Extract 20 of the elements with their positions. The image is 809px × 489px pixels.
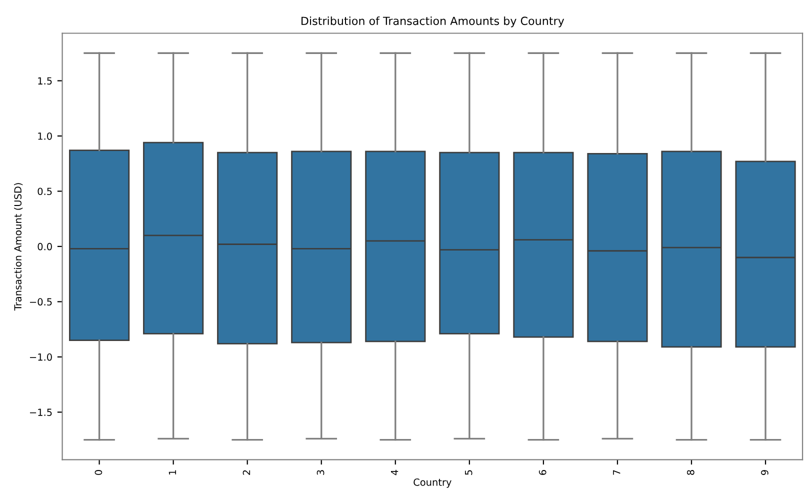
- x-tick-label: 9: [760, 470, 768, 475]
- y-tick-label: 0.5: [38, 188, 52, 196]
- chart-title: Distribution of Transaction Amounts by Country: [302, 16, 564, 28]
- y-tick-label: −1.0: [30, 353, 52, 361]
- y-tick-label: −0.5: [30, 298, 52, 306]
- y-tick-label: 0.0: [38, 242, 52, 250]
- x-tick-label: 6: [538, 470, 546, 475]
- y-tick-label: −1.5: [30, 408, 52, 416]
- x-tick-label: 7: [613, 470, 620, 475]
- x-tick-label: 3: [316, 470, 324, 475]
- x-axis-title: Country: [414, 478, 452, 488]
- x-tick-label: 8: [686, 470, 694, 475]
- x-tick-label: 1: [168, 470, 176, 474]
- y-tick-label: 1.5: [38, 77, 52, 85]
- x-tick-label: 2: [242, 470, 250, 475]
- x-tick-label: 5: [465, 470, 472, 475]
- x-tick-label: 0: [94, 470, 102, 475]
- y-tick-label: 1.0: [38, 132, 52, 140]
- y-axis-title: Transaction Amount (USD): [14, 183, 23, 311]
- x-tick-label: 4: [390, 470, 398, 476]
